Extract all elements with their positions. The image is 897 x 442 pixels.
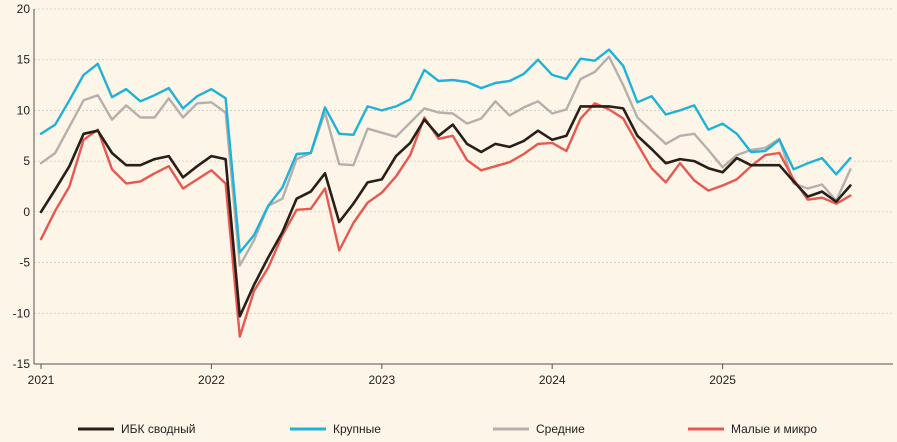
gridlines [34,8,893,365]
x-tick-label: 2022 [198,373,225,387]
x-tick-label: 2025 [709,373,736,387]
series-lines [39,48,852,338]
legend-label: ИБК сводный [121,422,195,436]
y-tick-label: 5 [23,154,30,168]
x-axis: 2021 2022 2023 2024 2025 [28,9,893,387]
y-tick-label: 0 [23,205,30,219]
y-tick-label: -15 [13,357,31,371]
series-line-0 [39,105,852,318]
y-axis-tick-labels: 20 15 10 5 0 -5 -10 -15 [13,2,31,371]
legend: ИБК сводный Крупные Средние Малые и микро [78,422,817,436]
x-tick-label: 2021 [28,373,55,387]
x-tick-label: 2024 [539,373,566,387]
legend-label: Малые и микро [731,422,817,436]
y-tick-label: 15 [17,53,31,67]
y-tick-label: 10 [17,103,31,117]
series-line-1 [39,48,852,254]
series-line-3 [39,102,852,338]
y-tick-label: -5 [19,256,30,270]
legend-label: Крупные [333,422,381,436]
y-tick-label: 20 [17,2,31,16]
y-tick-label: -10 [13,306,31,320]
x-tick-label: 2023 [368,373,395,387]
legend-label: Средние [536,422,585,436]
series-line-2 [39,55,852,267]
